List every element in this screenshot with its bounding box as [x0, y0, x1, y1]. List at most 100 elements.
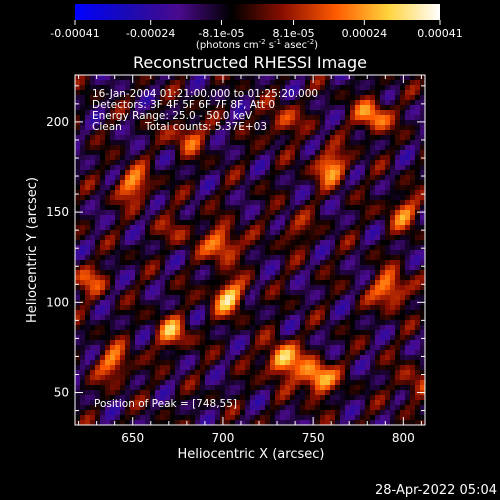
heatmap-cell — [215, 245, 221, 251]
heatmap-cell — [255, 345, 261, 351]
heatmap-cell — [325, 295, 331, 301]
heatmap-cell — [100, 240, 106, 246]
heatmap-cell — [170, 420, 176, 425]
heatmap-cell — [195, 245, 201, 251]
heatmap-cell — [120, 355, 126, 361]
heatmap-cell — [305, 135, 311, 141]
heatmap-cell — [110, 250, 116, 256]
heatmap-cell — [285, 360, 291, 366]
heatmap-cell — [395, 85, 401, 91]
heatmap-cell — [130, 170, 136, 176]
heatmap-cell — [360, 250, 366, 256]
heatmap-cell — [390, 215, 396, 221]
heatmap-cell — [115, 150, 121, 156]
heatmap-cell — [130, 135, 136, 141]
heatmap-cell — [165, 295, 171, 301]
heatmap-cell — [155, 360, 161, 366]
heatmap-cell — [230, 170, 236, 176]
heatmap-cell — [220, 375, 226, 381]
heatmap-cell — [250, 255, 256, 261]
heatmap-cell — [135, 355, 141, 361]
heatmap-cell — [125, 165, 131, 171]
heatmap-cell — [285, 235, 291, 241]
heatmap-cell — [80, 380, 86, 386]
heatmap-cell — [240, 370, 246, 376]
heatmap-cell — [415, 165, 421, 171]
heatmap-cell — [385, 135, 391, 141]
heatmap-cell — [205, 140, 211, 146]
heatmap-cell — [250, 295, 256, 301]
heatmap-cell — [365, 205, 371, 211]
heatmap-cell — [270, 400, 276, 406]
heatmap-cell — [305, 300, 311, 306]
heatmap-cell — [295, 405, 301, 411]
heatmap-cell — [350, 120, 356, 126]
heatmap-cell — [215, 225, 221, 231]
heatmap-cell — [115, 75, 121, 81]
heatmap-cell — [195, 325, 201, 331]
heatmap-cell — [270, 165, 276, 171]
heatmap-cell — [320, 190, 326, 196]
heatmap-cell — [255, 265, 261, 271]
heatmap-cell — [330, 260, 336, 266]
heatmap-cell — [405, 305, 411, 311]
heatmap-cell — [170, 415, 176, 421]
heatmap-cell — [195, 285, 201, 291]
heatmap-cell — [205, 170, 211, 176]
heatmap-cell — [260, 310, 266, 316]
heatmap-cell — [225, 285, 231, 291]
heatmap-cell — [110, 255, 116, 261]
heatmap-cell — [280, 295, 286, 301]
heatmap-cell — [275, 255, 281, 261]
heatmap-cell — [255, 195, 261, 201]
heatmap-cell — [335, 380, 341, 386]
heatmap-cell — [115, 390, 121, 396]
heatmap-cell — [310, 270, 316, 276]
heatmap-cell — [375, 400, 381, 406]
heatmap-cell — [175, 225, 181, 231]
heatmap-cell — [75, 360, 81, 366]
heatmap-cell — [215, 80, 221, 86]
heatmap-cell — [360, 210, 366, 216]
heatmap-cell — [295, 250, 301, 256]
heatmap-cell — [375, 80, 381, 86]
heatmap-cell — [265, 365, 271, 371]
heatmap-cell — [295, 400, 301, 406]
heatmap-cell — [195, 380, 201, 386]
heatmap-cell — [305, 400, 311, 406]
heatmap-cell — [255, 335, 261, 341]
heatmap-cell — [285, 140, 291, 146]
heatmap-cell — [390, 270, 396, 276]
heatmap-cell — [355, 340, 361, 346]
heatmap-cell — [90, 190, 96, 196]
heatmap-cell — [335, 120, 341, 126]
heatmap-cell — [130, 140, 136, 146]
heatmap-cell — [90, 325, 96, 331]
heatmap-cell — [85, 110, 91, 116]
heatmap-cell — [305, 195, 311, 201]
heatmap-cell — [100, 75, 106, 81]
heatmap-cell — [260, 130, 266, 136]
heatmap-cell — [345, 140, 351, 146]
heatmap-cell — [125, 85, 131, 91]
heatmap-cell — [105, 345, 111, 351]
heatmap-cell — [180, 105, 186, 111]
heatmap-cell — [195, 120, 201, 126]
heatmap-cell — [125, 210, 131, 216]
heatmap-cell — [265, 275, 271, 281]
heatmap-cell — [290, 125, 296, 131]
heatmap-cell — [410, 145, 416, 151]
heatmap-cell — [160, 280, 166, 286]
heatmap-cell — [75, 230, 81, 236]
heatmap-cell — [245, 245, 251, 251]
heatmap-cell — [350, 255, 356, 261]
heatmap-cell — [265, 240, 271, 246]
heatmap-cell — [295, 120, 301, 126]
heatmap-cell — [185, 155, 191, 161]
heatmap-cell — [140, 120, 146, 126]
heatmap-cell — [390, 245, 396, 251]
heatmap-cell — [340, 330, 346, 336]
heatmap-cell — [140, 395, 146, 401]
heatmap-cell — [365, 365, 371, 371]
heatmap-cell — [130, 405, 136, 411]
